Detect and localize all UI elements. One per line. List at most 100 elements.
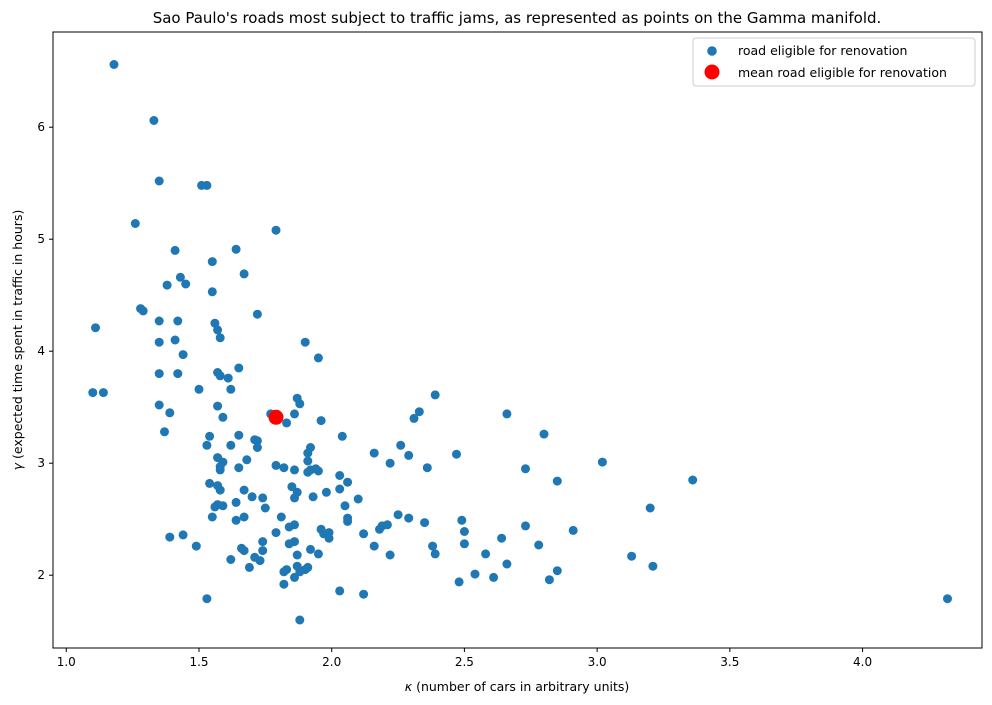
data-point <box>260 503 270 513</box>
data-point <box>226 440 236 450</box>
data-point <box>340 501 350 511</box>
data-point <box>430 549 440 559</box>
data-point <box>343 516 353 526</box>
data-point <box>223 373 233 383</box>
x-axis-text: (number of cars in arbitrary units) <box>412 679 629 694</box>
data-point <box>369 541 379 551</box>
legend-label-roads: road eligible for renovation <box>738 43 907 58</box>
x-axis-ticks: 1.0 1.5 2.0 2.5 3.0 3.5 4.0 <box>57 648 872 669</box>
data-point <box>215 333 225 343</box>
mean-point <box>268 409 284 425</box>
data-point <box>207 257 217 267</box>
data-point <box>231 515 241 525</box>
data-point <box>154 316 164 326</box>
data-point <box>539 429 549 439</box>
legend-label-mean: mean road eligible for renovation <box>738 65 947 80</box>
data-point <box>181 279 191 289</box>
data-point <box>290 465 299 475</box>
data-point <box>335 471 345 480</box>
data-point <box>282 418 292 428</box>
data-point <box>218 412 228 422</box>
data-point <box>239 485 249 495</box>
data-point <box>428 541 438 551</box>
data-point <box>98 388 108 398</box>
data-point <box>109 60 119 69</box>
data-point <box>178 530 188 540</box>
y-tick-label: 3 <box>37 456 45 470</box>
data-point <box>88 388 98 398</box>
data-point <box>258 537 268 547</box>
legend: road eligible for renovation mean road e… <box>692 37 976 87</box>
data-point <box>91 323 100 333</box>
data-point <box>414 407 424 417</box>
points-layer <box>88 60 952 625</box>
data-point <box>284 539 294 549</box>
data-point <box>213 325 223 335</box>
data-point <box>648 561 658 571</box>
y-axis-symbol: γ <box>10 462 25 470</box>
data-point <box>497 533 507 543</box>
data-point <box>308 492 318 502</box>
data-point <box>239 269 249 279</box>
data-point <box>213 401 223 411</box>
plot-frame <box>52 31 983 649</box>
data-point <box>279 463 289 473</box>
data-point <box>385 458 395 468</box>
data-point <box>239 546 249 556</box>
data-point <box>210 502 220 512</box>
data-point <box>404 450 414 460</box>
y-tick-label: 4 <box>37 344 45 358</box>
x-tick-label: 4.0 <box>853 655 872 669</box>
data-point <box>226 384 236 394</box>
data-point <box>173 316 183 326</box>
data-point <box>454 577 464 587</box>
x-tick-label: 1.5 <box>189 655 208 669</box>
data-point <box>385 550 395 560</box>
x-tick-label: 3.5 <box>720 655 739 669</box>
data-point <box>534 540 544 550</box>
data-point <box>234 430 244 440</box>
data-point <box>255 556 265 566</box>
data-point <box>279 567 289 577</box>
data-point <box>470 569 480 579</box>
data-point <box>205 478 215 488</box>
data-point <box>138 306 148 316</box>
data-point <box>160 427 169 437</box>
data-point <box>202 440 212 450</box>
data-point <box>295 399 305 409</box>
mean-layer <box>268 409 284 425</box>
data-point <box>313 353 323 363</box>
data-point <box>234 463 244 473</box>
data-point <box>194 384 204 394</box>
data-point <box>130 219 140 228</box>
data-point <box>324 528 334 538</box>
data-point <box>258 493 268 503</box>
data-point <box>502 559 512 569</box>
data-point <box>215 465 225 475</box>
data-point <box>207 287 217 297</box>
data-point <box>645 503 655 513</box>
data-point <box>316 416 326 426</box>
data-point <box>337 431 347 441</box>
data-point <box>502 409 512 419</box>
data-point <box>409 413 419 423</box>
data-point <box>290 572 299 582</box>
data-point <box>215 485 225 495</box>
data-point <box>306 544 315 554</box>
data-point <box>597 457 607 467</box>
legend-marker-mean <box>704 64 720 80</box>
data-point <box>279 579 289 589</box>
legend-marker-roads <box>707 46 717 56</box>
data-point <box>231 244 241 254</box>
data-point <box>290 493 299 503</box>
data-point <box>234 363 244 373</box>
data-point <box>521 521 530 531</box>
data-point <box>292 550 302 560</box>
data-point <box>242 455 252 465</box>
data-point <box>369 448 379 458</box>
data-point <box>178 350 188 360</box>
data-point <box>290 520 299 530</box>
data-point <box>218 501 228 511</box>
data-point <box>481 549 491 559</box>
data-point <box>359 529 369 539</box>
